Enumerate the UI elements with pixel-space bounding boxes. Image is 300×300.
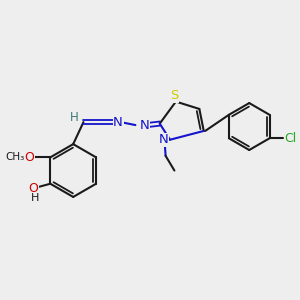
Text: H: H: [31, 194, 39, 203]
Text: S: S: [169, 89, 178, 102]
Text: CH₃: CH₃: [5, 152, 24, 162]
Text: Cl: Cl: [285, 132, 297, 145]
Text: N: N: [159, 133, 168, 146]
Text: O: O: [24, 151, 34, 164]
Text: H: H: [70, 111, 78, 124]
Text: N: N: [140, 118, 149, 132]
Text: O: O: [29, 182, 38, 195]
Text: N: N: [113, 116, 123, 129]
